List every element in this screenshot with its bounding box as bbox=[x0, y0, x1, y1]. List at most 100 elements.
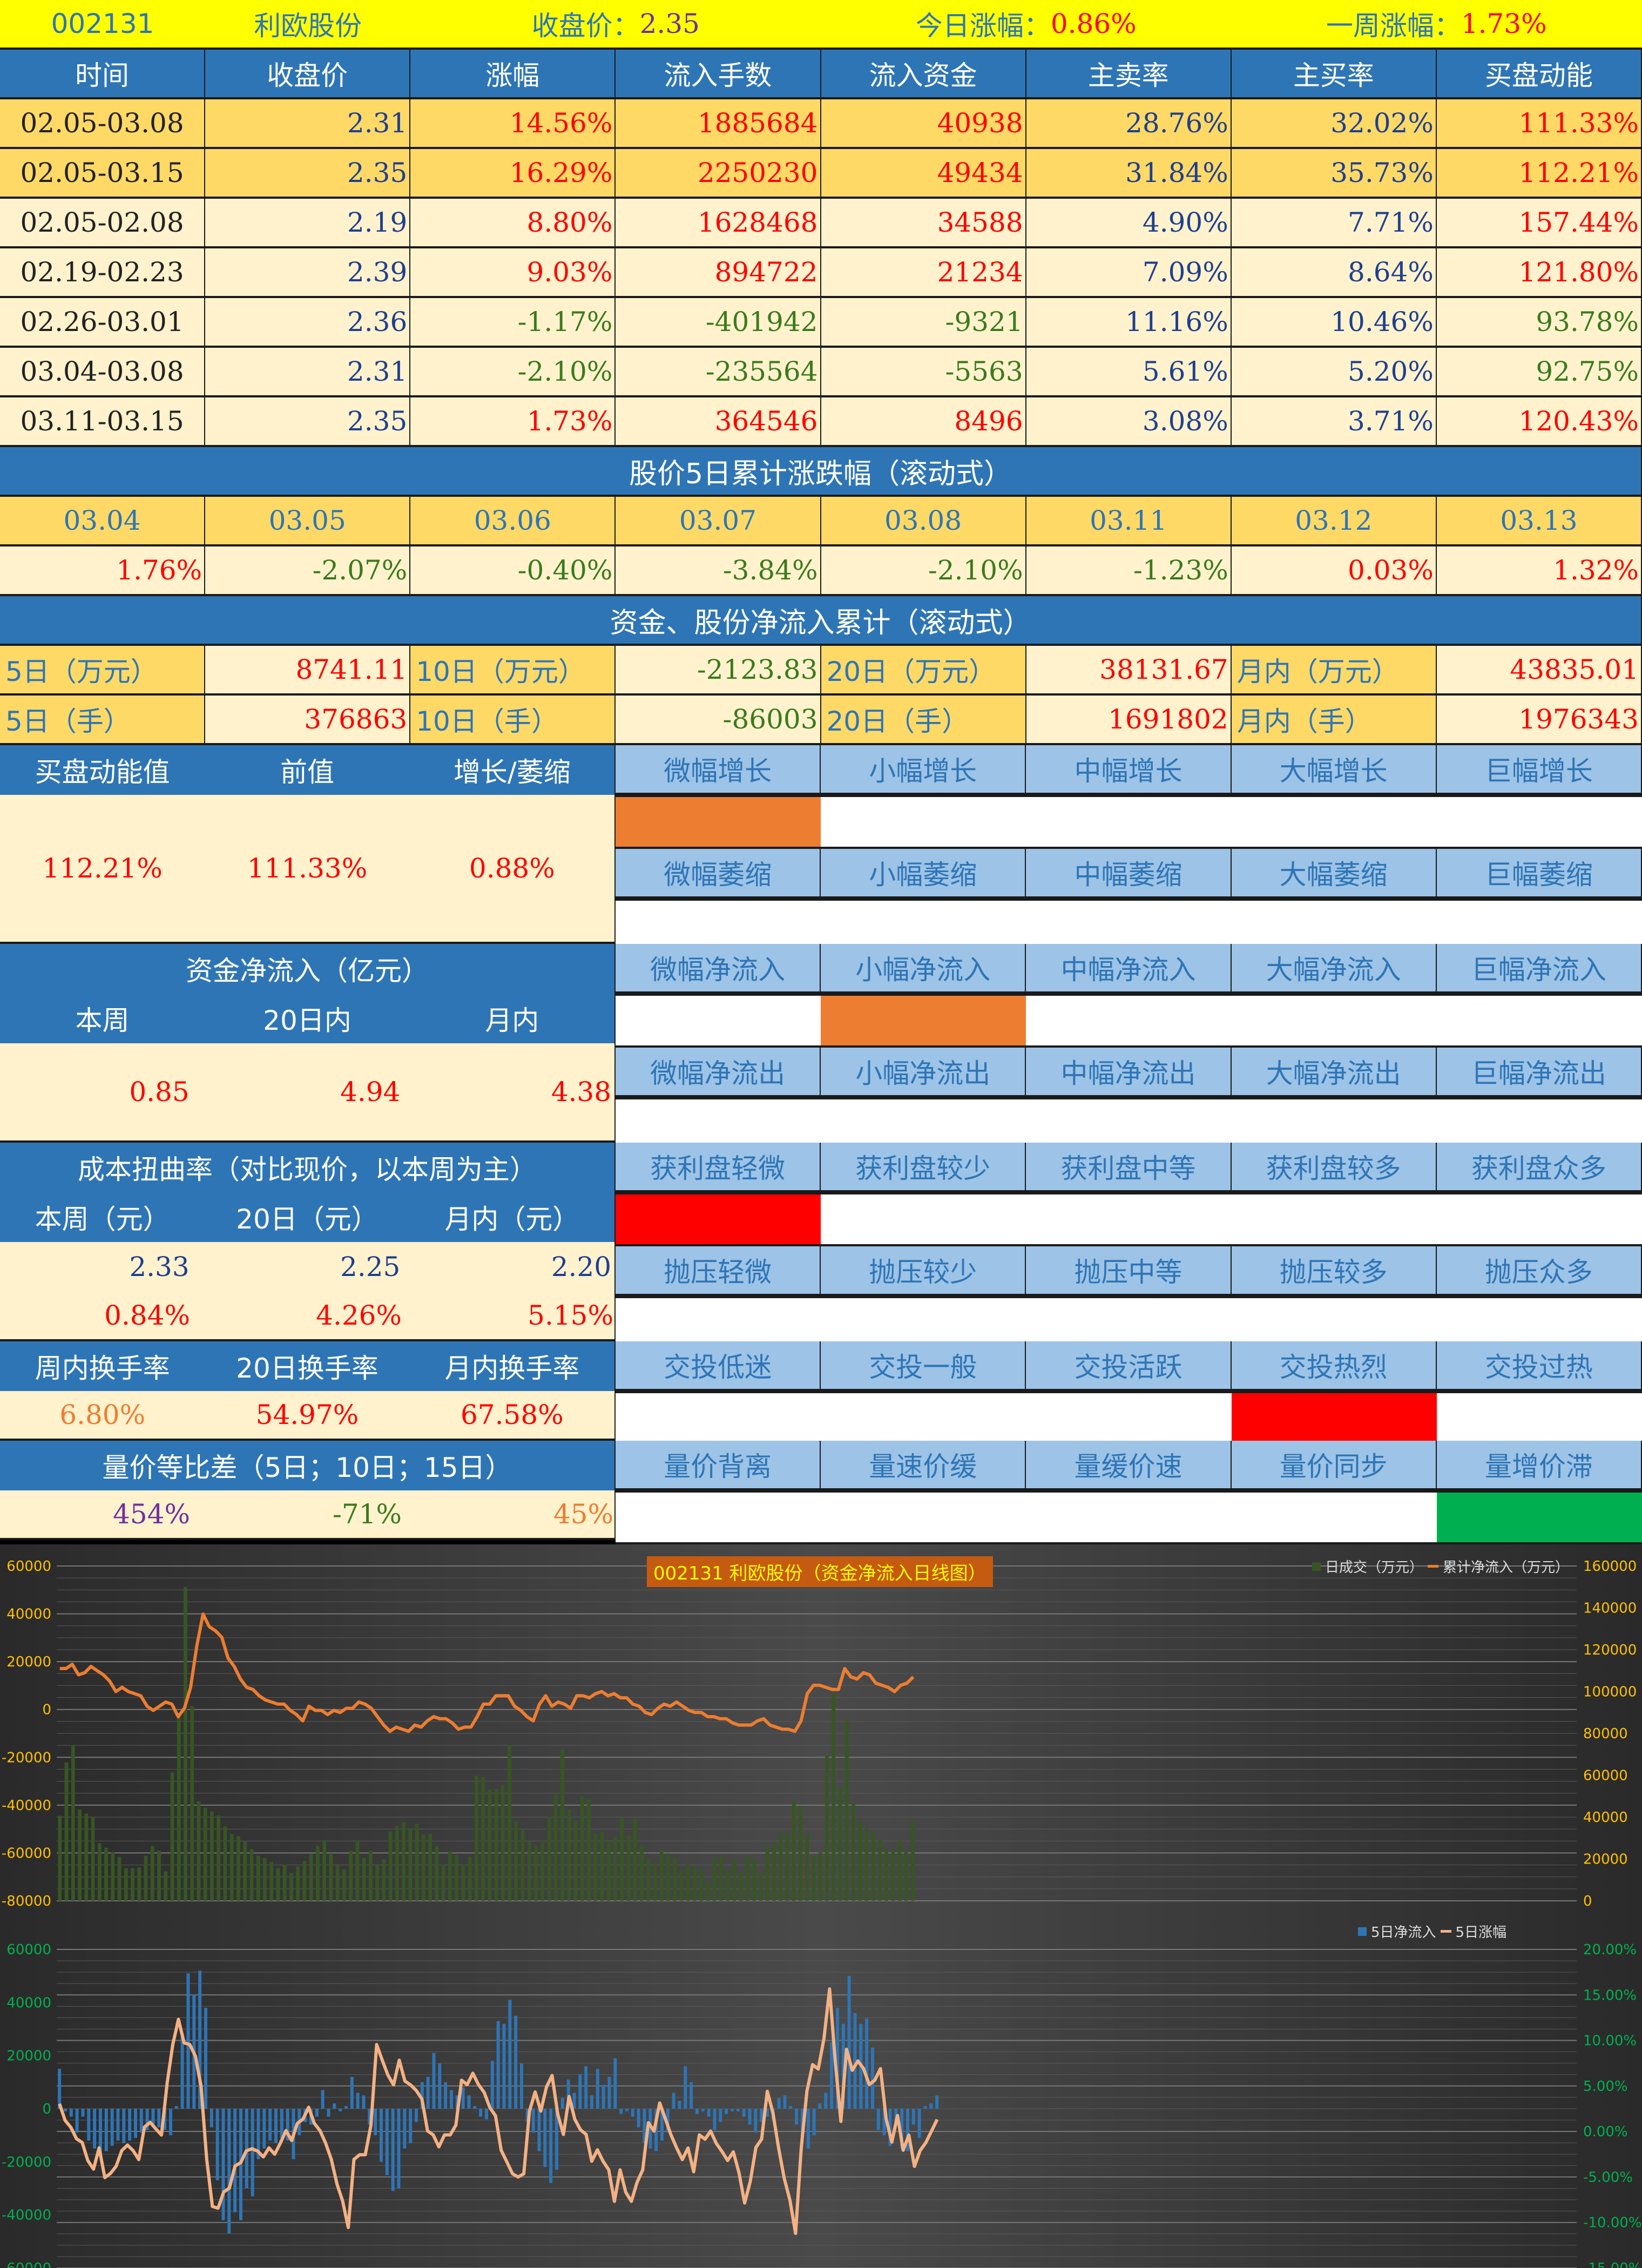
stock-name: 利欧股份 bbox=[254, 10, 362, 42]
rolling-date: 03.05 bbox=[205, 497, 411, 546]
lots-cell: -235564 bbox=[616, 348, 821, 397]
close-cell: 2.31 bbox=[205, 348, 411, 397]
momentum-prev: 111.33% bbox=[247, 853, 368, 884]
turnover-20d-header: 20日换手率 bbox=[236, 1353, 379, 1384]
fund-flow-headers: 本周 20日内 月内 bbox=[0, 994, 614, 1043]
col-header-funds: 流入资金 bbox=[821, 50, 1026, 99]
indicator-mark bbox=[1231, 1194, 1437, 1244]
indicator-mark bbox=[821, 1393, 1026, 1443]
svg-text:60000: 60000 bbox=[6, 1942, 51, 1958]
change-cell: 9.03% bbox=[410, 248, 616, 298]
fund-flow-values: 0.85 4.94 4.38 bbox=[0, 1043, 614, 1140]
indicator-label: 巨幅萎缩 bbox=[1436, 849, 1642, 899]
daily-flow-chart: 60000 40000 20000 0 -20000 -40000 -60000 -80000… bbox=[0, 1544, 1642, 1906]
net-inflow-label: 20日（万元） bbox=[821, 646, 1026, 696]
funds-cell: -5563 bbox=[821, 348, 1026, 397]
today-change-label: 今日涨幅： bbox=[915, 10, 1051, 42]
indicator-label: 获利盘中等 bbox=[1026, 1143, 1232, 1192]
week-change-group: 一周涨幅： 1.73% bbox=[1231, 0, 1641, 48]
indicator-mark bbox=[821, 1099, 1026, 1149]
indicator-mark bbox=[1231, 1393, 1437, 1443]
turnover-headers: 周内换手率 20日换手率 月内换手率 bbox=[0, 1341, 614, 1391]
buy-rate-cell: 10.46% bbox=[1231, 298, 1437, 348]
net-inflow-value: 376863 bbox=[205, 696, 411, 745]
funds-cell: 8496 bbox=[821, 397, 1026, 447]
lots-cell: -401942 bbox=[616, 298, 821, 348]
lots-cell: 1885684 bbox=[616, 99, 821, 149]
period-cell: 02.19-02.23 bbox=[0, 248, 206, 298]
rolling-date: 03.04 bbox=[0, 497, 206, 546]
turnover-values: 6.80% 54.97% 67.58% bbox=[0, 1391, 614, 1439]
rolling-value: -2.10% bbox=[821, 546, 1026, 596]
svg-text:-20000: -20000 bbox=[2, 2154, 51, 2170]
indicator-label: 小幅萎缩 bbox=[821, 849, 1026, 899]
cost-week-rate: 0.84% bbox=[104, 1300, 190, 1331]
indicator-mark bbox=[1436, 797, 1642, 847]
svg-text:-60000: -60000 bbox=[2, 1845, 51, 1861]
momentum-cell: 120.43% bbox=[1436, 397, 1642, 447]
svg-text:140000: 140000 bbox=[1583, 1601, 1637, 1617]
cost-week-header: 本周（元） bbox=[35, 1204, 170, 1235]
indicator-mark bbox=[1436, 1393, 1642, 1443]
funds-cell: 40938 bbox=[821, 99, 1026, 149]
net-inflow-value: -86003 bbox=[616, 696, 821, 745]
indicator-mark bbox=[1231, 901, 1437, 950]
indicator-label: 抛压较少 bbox=[821, 1246, 1026, 1296]
indicator-label: 微幅净流出 bbox=[616, 1048, 821, 1097]
svg-text:-60000: -60000 bbox=[2, 2260, 51, 2268]
turnover-week: 6.80% bbox=[59, 1399, 146, 1430]
indicator-label: 量增价滞 bbox=[1436, 1441, 1642, 1490]
cost-20d-header: 20日（元） bbox=[236, 1204, 379, 1235]
indicator-mark bbox=[1026, 996, 1232, 1045]
lots-cell: 2250230 bbox=[616, 149, 821, 199]
funds-cell: 49434 bbox=[821, 149, 1026, 199]
cost-prices: 2.33 2.25 2.20 bbox=[0, 1242, 614, 1292]
indicator-mark bbox=[821, 1493, 1026, 1542]
lots-cell: 894722 bbox=[616, 248, 821, 298]
momentum-cell: 157.44% bbox=[1436, 199, 1642, 248]
shrink-labels: 微幅萎缩 小幅萎缩 中幅萎缩 大幅萎缩 巨幅萎缩 bbox=[616, 849, 1642, 901]
svg-text:160000: 160000 bbox=[1583, 1558, 1637, 1575]
indicator-label: 交投低迷 bbox=[616, 1341, 821, 1391]
fund-flow-indicator-grid: 微幅净流入 小幅净流入 中幅净流入 大幅净流入 巨幅净流入 微幅净流出 小幅净流出 中幅净流… bbox=[616, 944, 1642, 1151]
svg-text:40000: 40000 bbox=[1583, 1810, 1628, 1826]
net-inflow-value: -2123.83 bbox=[616, 646, 821, 696]
rolling-date: 03.08 bbox=[821, 497, 1026, 546]
indicator-mark bbox=[616, 1298, 821, 1348]
close-price-value: 2.35 bbox=[639, 8, 700, 39]
funds-cell: -9321 bbox=[821, 298, 1026, 348]
cost-month-header: 月内（元） bbox=[444, 1204, 580, 1235]
indicator-mark bbox=[1026, 797, 1232, 847]
cost-title: 成本扭曲率（对比现价，以本周为主） bbox=[0, 1143, 614, 1192]
momentum-value-header: 买盘动能值 bbox=[35, 757, 170, 788]
col-header-momentum: 买盘动能 bbox=[1436, 50, 1642, 99]
growth-marks bbox=[616, 797, 1642, 849]
momentum-cell: 112.21% bbox=[1436, 149, 1642, 199]
today-change-value: 0.86% bbox=[1050, 8, 1137, 39]
legend-bar-swatch-icon bbox=[1312, 1562, 1321, 1571]
rolling-date: 03.13 bbox=[1436, 497, 1642, 546]
indicator-mark bbox=[616, 797, 821, 847]
cost-headers: 本周（元） 20日（元） 月内（元） bbox=[0, 1192, 614, 1242]
table-row: 02.05-03.08 2.31 14.56% 1885684 40938 28… bbox=[0, 99, 1642, 149]
table-row: 02.26-03.01 2.36 -1.17% -401942 -9321 11… bbox=[0, 298, 1642, 348]
close-cell: 2.35 bbox=[205, 149, 411, 199]
rolling-5d-dates: 03.04 03.05 03.06 03.07 03.08 03.11 03.12 03.13 bbox=[0, 497, 1642, 546]
buy-rate-cell: 5.20% bbox=[1231, 348, 1437, 397]
turnover-month: 67.58% bbox=[460, 1399, 564, 1430]
fund-flow-week-header: 本周 bbox=[75, 1005, 130, 1036]
net-inflow-lots-row: 5日（手） 376863 10日（手） -86003 20日（手） 1691802 月内（手… bbox=[0, 696, 1642, 745]
period-cell: 02.05-02.08 bbox=[0, 199, 206, 248]
inflow-marks bbox=[616, 996, 1642, 1048]
fund-flow-month-header: 月内 bbox=[485, 1005, 539, 1036]
svg-text:-80000: -80000 bbox=[2, 1893, 51, 1906]
period-cell: 02.05-03.15 bbox=[0, 149, 206, 199]
turnover-month-header: 月内换手率 bbox=[444, 1353, 580, 1384]
funds-cell: 21234 bbox=[821, 248, 1026, 298]
momentum-indicator-grid: 微幅增长 小幅增长 中幅增长 大幅增长 巨幅增长 微幅萎缩 小幅萎缩 中幅萎缩 大幅萎缩 巨幅萎… bbox=[616, 745, 1642, 953]
indicator-mark bbox=[1436, 1099, 1642, 1149]
rolling-date: 03.11 bbox=[1026, 497, 1232, 546]
vp-10d: -71% bbox=[332, 1498, 402, 1530]
svg-text:-20000: -20000 bbox=[2, 1750, 51, 1766]
change-cell: 14.56% bbox=[410, 99, 616, 149]
